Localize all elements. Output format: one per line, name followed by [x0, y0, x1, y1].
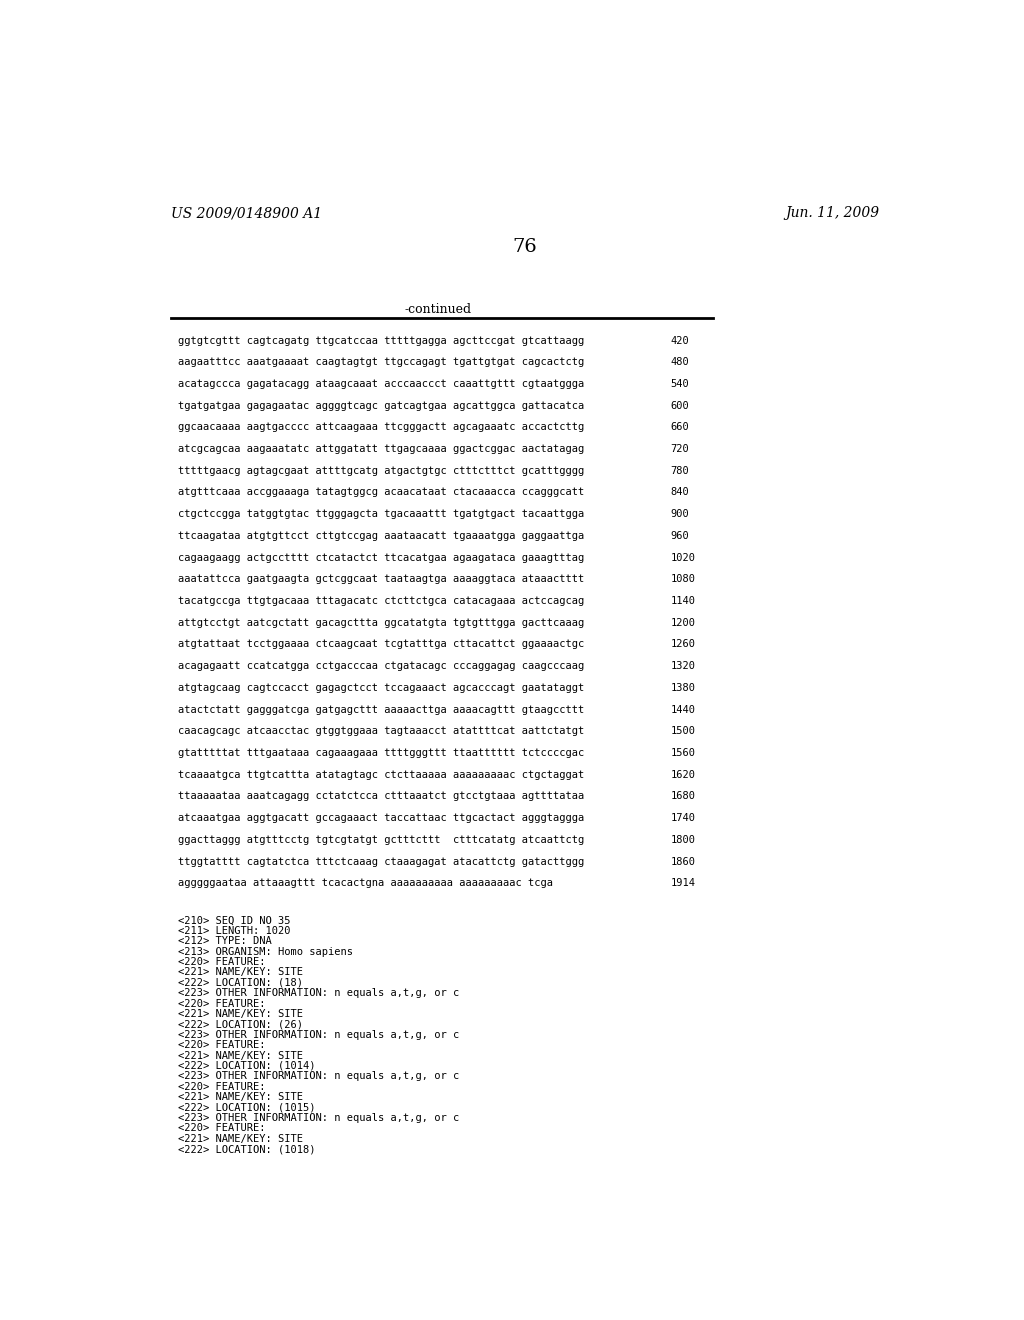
Text: 1620: 1620 — [671, 770, 695, 780]
Text: 1800: 1800 — [671, 836, 695, 845]
Text: <221> NAME/KEY: SITE: <221> NAME/KEY: SITE — [178, 1092, 303, 1102]
Text: <220> FEATURE:: <220> FEATURE: — [178, 999, 266, 1008]
Text: <220> FEATURE:: <220> FEATURE: — [178, 1040, 266, 1051]
Text: ctgctccgga tatggtgtac ttgggagcta tgacaaattt tgatgtgact tacaattgga: ctgctccgga tatggtgtac ttgggagcta tgacaaa… — [178, 510, 585, 519]
Text: 1680: 1680 — [671, 792, 695, 801]
Text: aaatattcca gaatgaagta gctcggcaat taataagtga aaaaggtaca ataaactttt: aaatattcca gaatgaagta gctcggcaat taataag… — [178, 574, 585, 585]
Text: <223> OTHER INFORMATION: n equals a,t,g, or c: <223> OTHER INFORMATION: n equals a,t,g,… — [178, 989, 460, 998]
Text: 1740: 1740 — [671, 813, 695, 824]
Text: <220> FEATURE:: <220> FEATURE: — [178, 957, 266, 968]
Text: 1914: 1914 — [671, 878, 695, 888]
Text: cagaagaagg actgcctttt ctcatactct ttcacatgaa agaagataca gaaagtttag: cagaagaagg actgcctttt ctcatactct ttcacat… — [178, 553, 585, 562]
Text: 720: 720 — [671, 444, 689, 454]
Text: 660: 660 — [671, 422, 689, 433]
Text: -continued: -continued — [404, 304, 472, 317]
Text: ggcaacaaaa aagtgacccc attcaagaaa ttcgggactt agcagaaatc accactcttg: ggcaacaaaa aagtgacccc attcaagaaa ttcggga… — [178, 422, 585, 433]
Text: 1260: 1260 — [671, 639, 695, 649]
Text: atcaaatgaa aggtgacatt gccagaaact taccattaac ttgcactact agggtaggga: atcaaatgaa aggtgacatt gccagaaact taccatt… — [178, 813, 585, 824]
Text: <222> LOCATION: (18): <222> LOCATION: (18) — [178, 978, 303, 987]
Text: atcgcagcaa aagaaatatc attggatatt ttgagcaaaa ggactcggac aactatagag: atcgcagcaa aagaaatatc attggatatt ttgagca… — [178, 444, 585, 454]
Text: 900: 900 — [671, 510, 689, 519]
Text: caacagcagc atcaacctac gtggtggaaa tagtaaacct atattttcat aattctatgt: caacagcagc atcaacctac gtggtggaaa tagtaaa… — [178, 726, 585, 737]
Text: ggacttaggg atgtttcctg tgtcgtatgt gctttcttt  ctttcatatg atcaattctg: ggacttaggg atgtttcctg tgtcgtatgt gctttct… — [178, 836, 585, 845]
Text: Jun. 11, 2009: Jun. 11, 2009 — [784, 206, 879, 220]
Text: 76: 76 — [512, 238, 538, 256]
Text: <212> TYPE: DNA: <212> TYPE: DNA — [178, 936, 272, 946]
Text: 1560: 1560 — [671, 748, 695, 758]
Text: acagagaatt ccatcatgga cctgacccaa ctgatacagc cccaggagag caagcccaag: acagagaatt ccatcatgga cctgacccaa ctgatac… — [178, 661, 585, 671]
Text: 1140: 1140 — [671, 597, 695, 606]
Text: tttttgaacg agtagcgaat attttgcatg atgactgtgc ctttctttct gcatttgggg: tttttgaacg agtagcgaat attttgcatg atgactg… — [178, 466, 585, 475]
Text: attgtcctgt aatcgctatt gacagcttta ggcatatgta tgtgtttgga gacttcaaag: attgtcctgt aatcgctatt gacagcttta ggcatat… — [178, 618, 585, 628]
Text: 600: 600 — [671, 401, 689, 411]
Text: <210> SEQ ID NO 35: <210> SEQ ID NO 35 — [178, 916, 291, 925]
Text: tacatgccga ttgtgacaaa tttagacatc ctcttctgca catacagaaa actccagcag: tacatgccga ttgtgacaaa tttagacatc ctcttct… — [178, 597, 585, 606]
Text: <221> NAME/KEY: SITE: <221> NAME/KEY: SITE — [178, 968, 303, 977]
Text: 1020: 1020 — [671, 553, 695, 562]
Text: 780: 780 — [671, 466, 689, 475]
Text: <221> NAME/KEY: SITE: <221> NAME/KEY: SITE — [178, 1051, 303, 1060]
Text: ttcaagataa atgtgttcct cttgtccgag aaataacatt tgaaaatgga gaggaattga: ttcaagataa atgtgttcct cttgtccgag aaataac… — [178, 531, 585, 541]
Text: tgatgatgaa gagagaatac aggggtcagc gatcagtgaa agcattggca gattacatca: tgatgatgaa gagagaatac aggggtcagc gatcagt… — [178, 401, 585, 411]
Text: atgtattaat tcctggaaaa ctcaagcaat tcgtatttga cttacattct ggaaaactgc: atgtattaat tcctggaaaa ctcaagcaat tcgtatt… — [178, 639, 585, 649]
Text: <223> OTHER INFORMATION: n equals a,t,g, or c: <223> OTHER INFORMATION: n equals a,t,g,… — [178, 1072, 460, 1081]
Text: <223> OTHER INFORMATION: n equals a,t,g, or c: <223> OTHER INFORMATION: n equals a,t,g,… — [178, 1030, 460, 1040]
Text: <222> LOCATION: (1018): <222> LOCATION: (1018) — [178, 1144, 315, 1154]
Text: <221> NAME/KEY: SITE: <221> NAME/KEY: SITE — [178, 1134, 303, 1143]
Text: <211> LENGTH: 1020: <211> LENGTH: 1020 — [178, 925, 291, 936]
Text: atgtagcaag cagtccacct gagagctcct tccagaaact agcacccagt gaatataggt: atgtagcaag cagtccacct gagagctcct tccagaa… — [178, 682, 585, 693]
Text: 840: 840 — [671, 487, 689, 498]
Text: <220> FEATURE:: <220> FEATURE: — [178, 1082, 266, 1092]
Text: 1860: 1860 — [671, 857, 695, 867]
Text: 1440: 1440 — [671, 705, 695, 714]
Text: 960: 960 — [671, 531, 689, 541]
Text: 1200: 1200 — [671, 618, 695, 628]
Text: <222> LOCATION: (1014): <222> LOCATION: (1014) — [178, 1061, 315, 1071]
Text: acatagccca gagatacagg ataagcaaat acccaaccct caaattgttt cgtaatggga: acatagccca gagatacagg ataagcaaat acccaac… — [178, 379, 585, 389]
Text: tcaaaatgca ttgtcattta atatagtagc ctcttaaaaa aaaaaaaaac ctgctaggat: tcaaaatgca ttgtcattta atatagtagc ctcttaa… — [178, 770, 585, 780]
Text: 540: 540 — [671, 379, 689, 389]
Text: 1380: 1380 — [671, 682, 695, 693]
Text: <223> OTHER INFORMATION: n equals a,t,g, or c: <223> OTHER INFORMATION: n equals a,t,g,… — [178, 1113, 460, 1123]
Text: <213> ORGANISM: Homo sapiens: <213> ORGANISM: Homo sapiens — [178, 946, 353, 957]
Text: 1080: 1080 — [671, 574, 695, 585]
Text: gtatttttat tttgaataaa cagaaagaaa ttttgggttt ttaatttttt tctccccgac: gtatttttat tttgaataaa cagaaagaaa ttttggg… — [178, 748, 585, 758]
Text: ggtgtcgttt cagtcagatg ttgcatccaa tttttgagga agcttccgat gtcattaagg: ggtgtcgttt cagtcagatg ttgcatccaa tttttga… — [178, 335, 585, 346]
Text: <221> NAME/KEY: SITE: <221> NAME/KEY: SITE — [178, 1008, 303, 1019]
Text: <222> LOCATION: (26): <222> LOCATION: (26) — [178, 1019, 303, 1030]
Text: agggggaataa attaaagttt tcacactgna aaaaaaaaaa aaaaaaaaac tcga: agggggaataa attaaagttt tcacactgna aaaaaa… — [178, 878, 553, 888]
Text: aagaatttcc aaatgaaaat caagtagtgt ttgccagagt tgattgtgat cagcactctg: aagaatttcc aaatgaaaat caagtagtgt ttgccag… — [178, 358, 585, 367]
Text: ttaaaaataa aaatcagagg cctatctcca ctttaaatct gtcctgtaaa agttttataa: ttaaaaataa aaatcagagg cctatctcca ctttaaa… — [178, 792, 585, 801]
Text: <220> FEATURE:: <220> FEATURE: — [178, 1123, 266, 1134]
Text: 420: 420 — [671, 335, 689, 346]
Text: atgtttcaaa accggaaaga tatagtggcg acaacataat ctacaaacca ccagggcatt: atgtttcaaa accggaaaga tatagtggcg acaacat… — [178, 487, 585, 498]
Text: atactctatt gagggatcga gatgagcttt aaaaacttga aaaacagttt gtaagccttt: atactctatt gagggatcga gatgagcttt aaaaact… — [178, 705, 585, 714]
Text: 1500: 1500 — [671, 726, 695, 737]
Text: 1320: 1320 — [671, 661, 695, 671]
Text: US 2009/0148900 A1: US 2009/0148900 A1 — [171, 206, 322, 220]
Text: ttggtatttt cagtatctca tttctcaaag ctaaagagat atacattctg gatacttggg: ttggtatttt cagtatctca tttctcaaag ctaaaga… — [178, 857, 585, 867]
Text: 480: 480 — [671, 358, 689, 367]
Text: <222> LOCATION: (1015): <222> LOCATION: (1015) — [178, 1102, 315, 1113]
